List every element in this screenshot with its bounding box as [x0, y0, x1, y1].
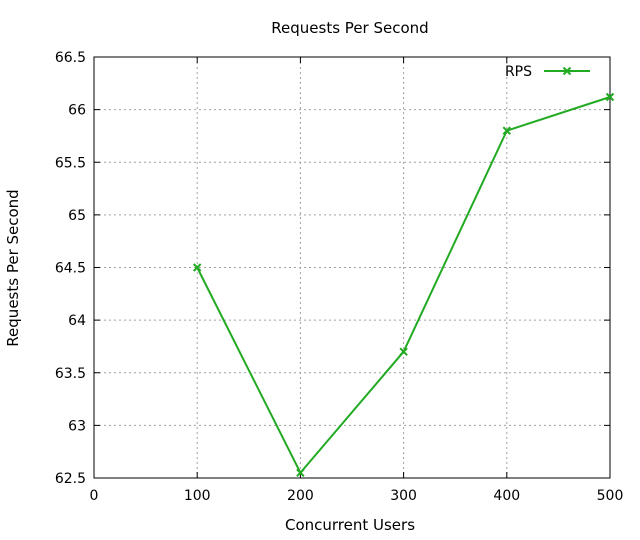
y-tick-label: 64 [68, 313, 86, 329]
x-tick-label: 500 [597, 488, 624, 504]
x-tick-labels: 0 100 200 300 400 500 [90, 488, 624, 504]
x-tick-label: 400 [493, 488, 520, 504]
grid [94, 57, 610, 478]
x-tick-label: 100 [184, 488, 211, 504]
x-axis-title: Concurrent Users [285, 516, 415, 534]
y-tick-label: 66 [68, 103, 86, 119]
legend: RPS [505, 64, 590, 80]
y-tick-label: 65.5 [55, 155, 86, 171]
y-tick-label: 63 [68, 418, 86, 434]
y-tick-label: 62.5 [55, 471, 86, 487]
series-layer [192, 92, 615, 477]
marker-stroke [502, 126, 512, 135]
data-point-marker [192, 263, 202, 272]
x-tick-label: 200 [287, 488, 314, 504]
x-tick-label: 0 [90, 488, 99, 504]
y-tick-label: 64.5 [55, 261, 86, 277]
marker-stroke [192, 263, 202, 272]
data-point-marker [605, 92, 615, 102]
marker-stroke [296, 468, 305, 477]
marker-stroke [399, 347, 408, 356]
y-tick-labels: 62.5 63 63.5 64 64.5 65 65.5 66 66.5 [55, 50, 86, 487]
axis-ticks [93, 56, 611, 479]
legend-marker [562, 66, 572, 76]
legend-label-rps: RPS [505, 64, 532, 80]
data-point-marker [399, 347, 408, 356]
y-tick-label: 65 [68, 208, 86, 224]
y-axis-title: Requests Per Second [4, 189, 22, 346]
chart-title: Requests Per Second [271, 19, 428, 37]
x-tick-label: 300 [390, 488, 417, 504]
y-tick-label: 66.5 [55, 50, 86, 66]
data-point-marker [502, 126, 512, 135]
marker-stroke [605, 92, 615, 102]
data-point-marker [296, 468, 305, 477]
y-tick-label: 63.5 [55, 366, 86, 382]
plot-frame [93, 56, 611, 479]
legend-swatch-rps [544, 66, 590, 76]
